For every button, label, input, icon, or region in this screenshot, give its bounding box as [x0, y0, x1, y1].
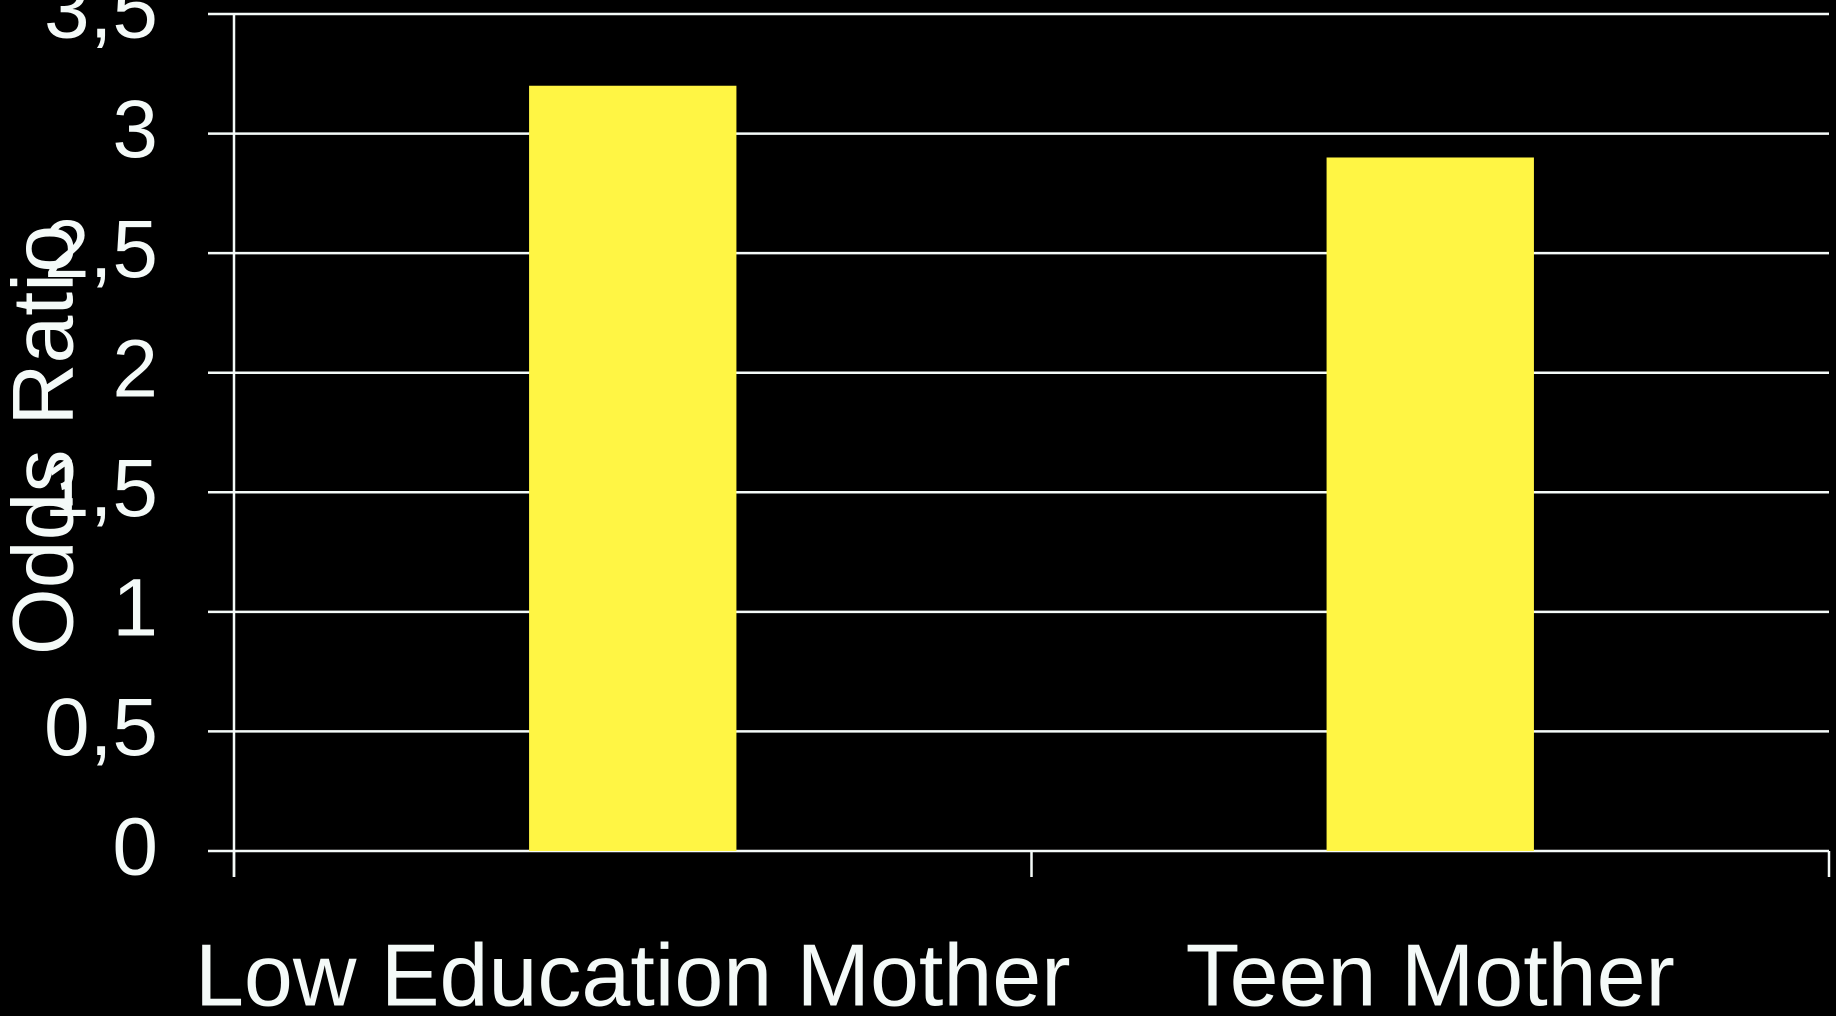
y-tick-label: 1 [112, 563, 158, 654]
y-tick-label: 3,5 [44, 0, 158, 56]
y-axis-label: Odds Ratio [0, 225, 92, 655]
bar [529, 85, 737, 851]
y-tick-label: 1,5 [44, 443, 158, 534]
y-tick-label: 2,5 [44, 204, 158, 295]
bar [1326, 157, 1534, 851]
x-tick-label: Teen Mother [1186, 925, 1675, 1016]
x-tick-label: Low Education Mother [195, 925, 1071, 1016]
y-tick-label: 0 [112, 802, 158, 893]
y-tick-label: 2 [112, 323, 158, 414]
y-tick-label: 0,5 [44, 682, 158, 773]
y-tick-label: 3 [112, 84, 158, 175]
